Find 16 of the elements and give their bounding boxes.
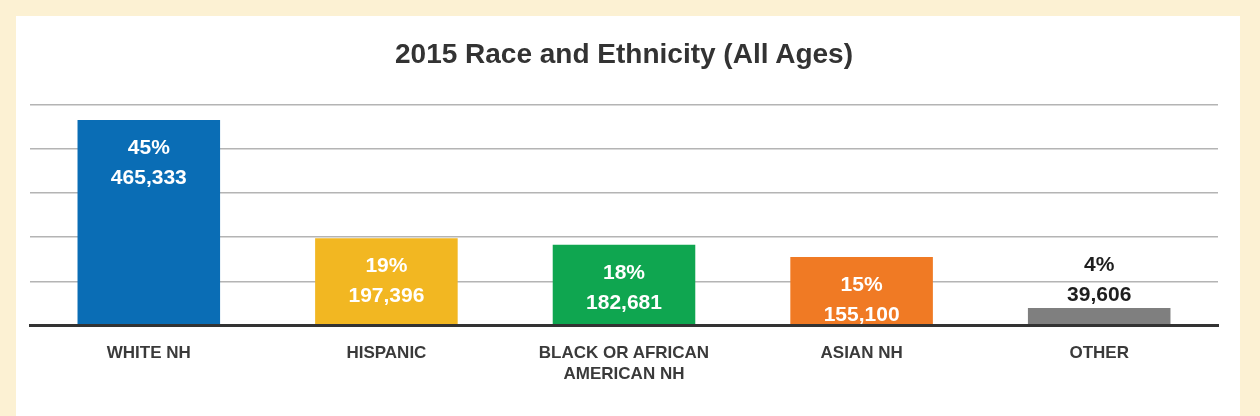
x-tick-label: OTHER: [1069, 342, 1129, 362]
bar: [1027, 308, 1171, 324]
chart-title: 2015 Race and Ethnicity (All Ages): [395, 37, 853, 69]
data-label: 4% 39,606: [1067, 251, 1132, 305]
data-label: 18% 182,681: [586, 259, 663, 313]
bar: [315, 238, 458, 324]
bar: [77, 119, 221, 324]
bar: [790, 256, 933, 324]
bar: [552, 244, 696, 324]
data-label: 45% 465,333: [110, 134, 187, 188]
data-label: 19% 197,396: [348, 253, 425, 307]
data-label: 15% 155,100: [823, 271, 900, 325]
x-tick-label: ASIAN NH: [820, 342, 903, 362]
x-tick-label: WHITE NH: [106, 342, 191, 362]
x-tick-label: BLACK OR AFRICAN AMERICAN NH: [538, 342, 710, 384]
x-tick-label: HISPANIC: [346, 342, 427, 362]
